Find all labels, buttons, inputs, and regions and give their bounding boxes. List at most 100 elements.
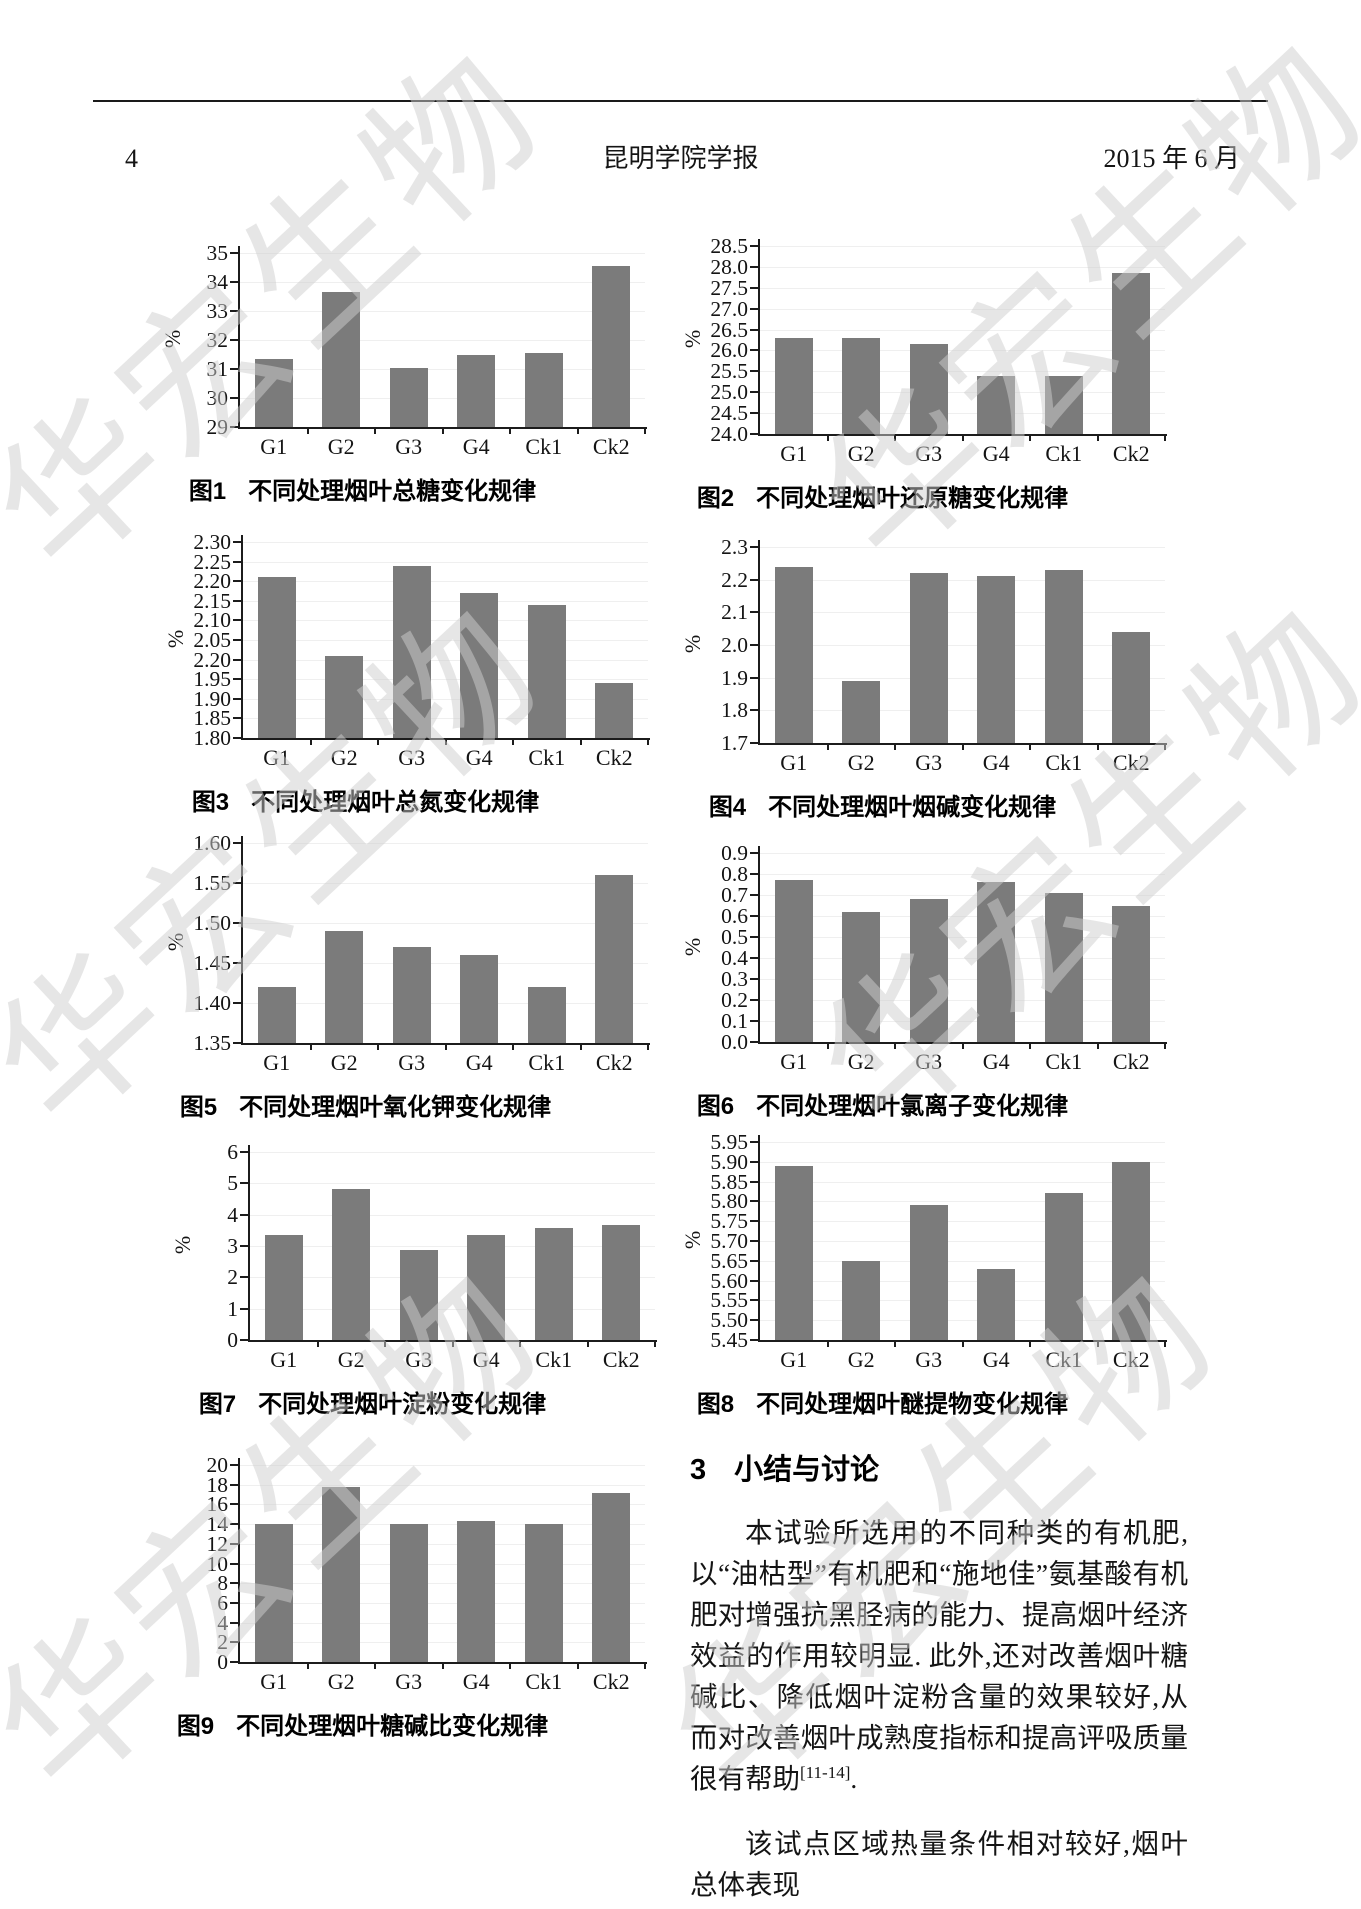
figure-chart-5: 1.60 1.55 1.50 1.45 1.40 1.35% G1 G2 G3 G4 Ck1 Ck2 图… [83, 823, 650, 1153]
y-tick-label: 5.90 [710, 1149, 748, 1174]
figure-caption: 图8 不同处理烟叶醚提物变化规律 [600, 1384, 1165, 1419]
x-tick [894, 1042, 896, 1049]
gridline [240, 1543, 645, 1545]
y-tick-label: 1 [227, 1296, 238, 1321]
y-tick [750, 578, 758, 581]
gridline [250, 1152, 655, 1153]
header-rule [93, 100, 1268, 102]
y-tick-label: 1.95 [193, 667, 231, 692]
x-tick [306, 1662, 309, 1669]
gridline [760, 1260, 1165, 1262]
gridline [760, 1300, 1165, 1302]
x-tick [894, 743, 896, 750]
y-tick [750, 676, 758, 679]
x-tick-label: G3 [395, 1669, 423, 1694]
y-tick [750, 349, 758, 352]
y-tick-label: 0.5 [721, 925, 748, 949]
gridline [760, 1161, 1165, 1163]
x-tick [377, 738, 379, 745]
gridline [760, 1221, 1165, 1223]
bar-G3 [392, 565, 431, 738]
figure-title: 不同处理烟叶还原糖变化规律 [756, 485, 1069, 512]
x-tick [579, 1043, 582, 1050]
y-tick [233, 717, 241, 720]
bar-G1 [774, 337, 813, 434]
bar-G3 [909, 1205, 948, 1340]
y-tick [240, 1151, 248, 1153]
bar-G4 [977, 1268, 1016, 1340]
y-tick-label: 34 [206, 270, 229, 294]
gridline [760, 916, 1165, 917]
discussion-section: 3 小结与讨论 本试验所选用的不同种类的有机肥,以“油枯型”有机肥和“施地佳”氨基… [690, 1446, 1188, 1905]
section-title: 小结与讨论 [734, 1454, 880, 1486]
y-tick [233, 1042, 241, 1044]
figure-chart-2: 28.5 28.0 27.5 27.0 26.5 26.0 25.5 25.0 24.5 24.0… [600, 226, 1167, 544]
gridline [760, 958, 1165, 959]
y-tick [750, 742, 758, 744]
bar-Ck1 [1044, 1193, 1083, 1340]
bar-Ck2 [1112, 631, 1151, 743]
x-tick [1029, 434, 1031, 441]
x-tick [826, 1340, 829, 1347]
y-tick-label: 1.35 [193, 1031, 231, 1055]
x-tick-label: G4 [982, 441, 1010, 466]
bar-Ck1 [524, 1524, 563, 1662]
y-tick [750, 644, 758, 646]
y-tick-label: 14 [206, 1512, 229, 1537]
x-tick-label: G1 [260, 434, 288, 459]
y-tick-label: 0 [217, 1650, 228, 1674]
x-tick-label: Ck2 [595, 745, 633, 770]
gridline [760, 287, 1165, 289]
bar-Ck2 [595, 683, 634, 738]
gridline [760, 979, 1165, 980]
bar-G1 [257, 577, 296, 738]
x-tick [316, 1340, 319, 1347]
journal-title: 昆明学院学报 [602, 144, 759, 173]
figure-chart-6: 0.9 0.8 0.7 0.6 0.5 0.4 0.3 0.2 0.1 0.0% G1 G2 G3 G4 C… [600, 833, 1167, 1152]
bar-Ck2 [592, 1492, 631, 1662]
x-tick [1096, 743, 1099, 750]
x-tick [1164, 1340, 1166, 1347]
gridline [760, 895, 1165, 896]
y-axis-unit-label: % [160, 329, 185, 349]
y-tick-label: 28.0 [710, 254, 748, 279]
y-tick [750, 1319, 758, 1322]
x-tick-label: G2 [847, 750, 875, 775]
y-tick-label: 18 [206, 1472, 229, 1497]
y-tick-label: 0.2 [721, 988, 748, 1012]
y-tick-label: 2.30 [193, 530, 231, 554]
y-tick-label: 4 [217, 1610, 228, 1635]
x-tick [384, 1340, 386, 1347]
x-tick [826, 434, 829, 441]
y-tick-label: 5.60 [710, 1268, 748, 1293]
x-tick [1096, 1340, 1099, 1347]
y-tick-label: 2.15 [193, 588, 231, 613]
x-tick-label: Ck1 [1045, 1347, 1083, 1372]
y-tick-label: 5.55 [710, 1288, 748, 1313]
gridline [243, 923, 648, 924]
x-tick [1029, 1042, 1031, 1049]
y-axis-unit-label: % [680, 634, 705, 654]
x-tick [826, 1042, 829, 1049]
y-axis [758, 1135, 760, 1342]
y-tick-label: 10 [206, 1551, 229, 1576]
figure-chart-4: 2.3 2.2 2.1 2.0 1.9 1.8 1.7% G1 G2 G3 G4 Ck1 Ck2 图4 不同… [600, 527, 1167, 853]
x-tick-label: G1 [780, 1049, 808, 1074]
y-tick-label: 5.95 [710, 1130, 748, 1154]
y-tick-label: 2.20 [193, 569, 231, 594]
y-tick-label: 1.60 [193, 831, 231, 855]
issue-date: 2015 年 6 月 [1103, 144, 1240, 173]
y-tick [230, 1582, 238, 1585]
y-tick-label: 0.4 [721, 946, 748, 970]
y-tick [233, 599, 241, 602]
discussion-paragraph-1: 本试验所选用的不同种类的有机肥,以“油枯型”有机肥和“施地佳”氨基酸有机肥对增强… [690, 1512, 1188, 1799]
y-tick-label: 2.20 [193, 647, 231, 672]
y-tick [230, 1641, 238, 1644]
x-tick-label: Ck1 [528, 745, 566, 770]
x-tick-label: G2 [337, 1347, 365, 1372]
y-tick [750, 265, 758, 268]
x-tick [444, 738, 447, 745]
gridline [243, 640, 648, 641]
x-tick [644, 427, 646, 434]
y-tick-label: 28.5 [710, 234, 748, 258]
